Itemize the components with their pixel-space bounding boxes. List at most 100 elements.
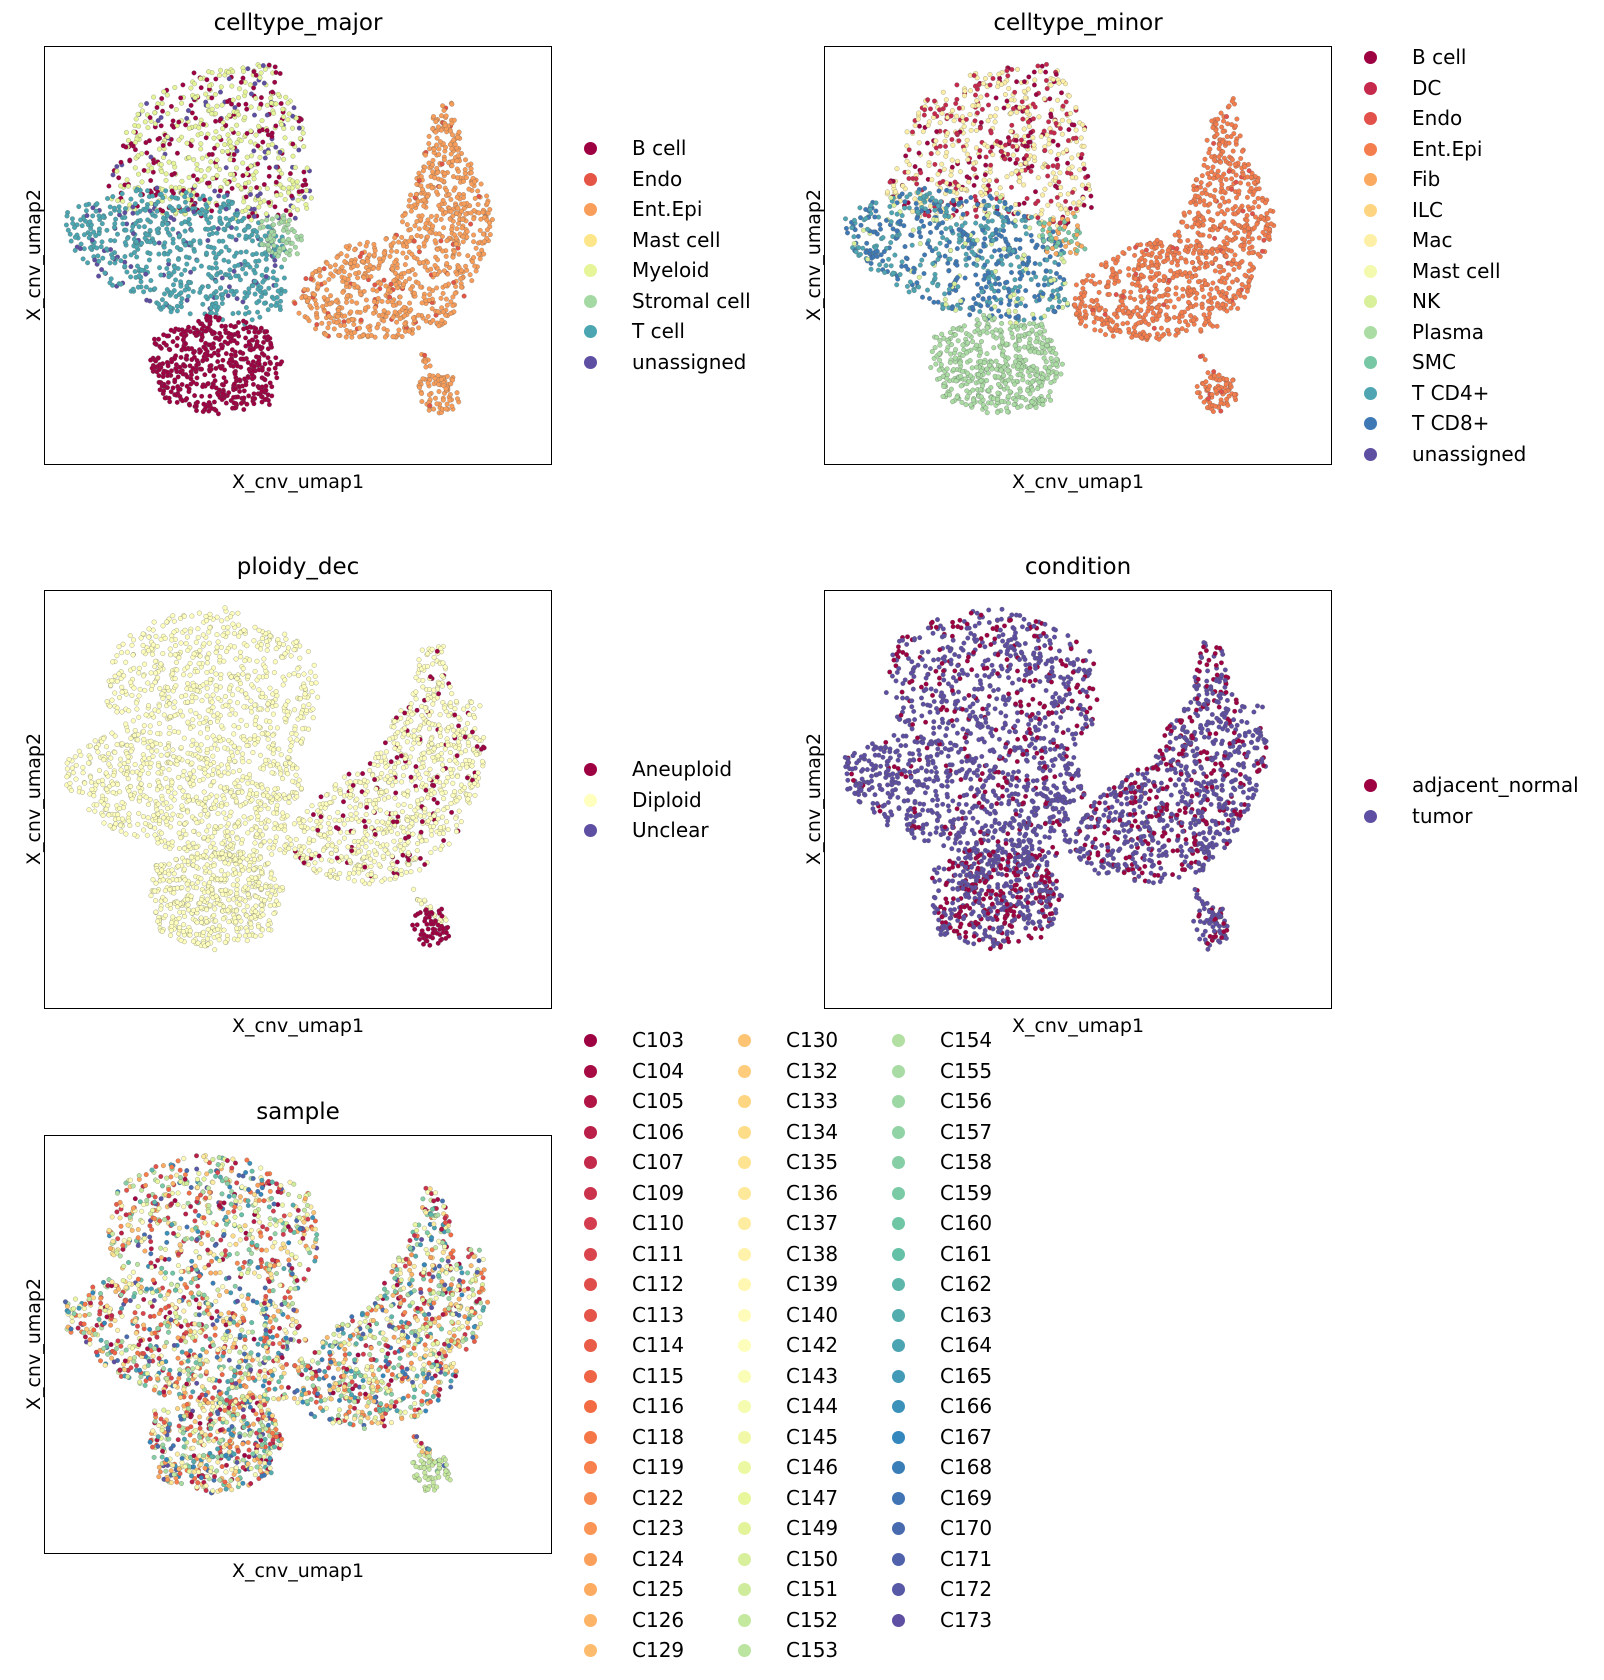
scatter-point (281, 126, 287, 131)
scatter-point (115, 198, 121, 204)
scatter-point (1058, 184, 1064, 190)
scatter-point (902, 199, 908, 205)
scatter-point (960, 342, 966, 348)
scatter-point (216, 337, 222, 342)
scatter-point (1010, 363, 1016, 369)
scatter-point (360, 259, 366, 265)
scatter-point (433, 395, 438, 401)
scatter-point (186, 125, 192, 131)
scatter-point (286, 190, 292, 196)
scatter-point (209, 208, 215, 214)
scatter-point (977, 125, 983, 131)
scatter-point (219, 275, 225, 281)
scatter-point (1151, 325, 1157, 331)
scatter-point (1040, 233, 1046, 238)
scatter-point (252, 270, 258, 276)
scatter-point (455, 168, 461, 174)
scatter-point (460, 239, 466, 245)
scatter-point (274, 375, 280, 381)
scatter-point (1058, 286, 1064, 291)
scatter-point (243, 335, 249, 341)
scatter-point (904, 129, 910, 135)
scatter-point (230, 97, 236, 103)
scatter-point (183, 190, 189, 196)
scatter-point (1010, 324, 1016, 330)
scatter-point (985, 219, 991, 224)
scatter-point (1013, 160, 1019, 166)
scatter-point (221, 257, 227, 263)
scatter-point (169, 359, 175, 365)
scatter-point (943, 205, 949, 211)
scatter-point (404, 222, 410, 228)
scatter-point (1012, 218, 1018, 224)
scatter-point (128, 264, 134, 270)
scatter-point (206, 220, 212, 226)
scatter-point (426, 141, 432, 147)
scatter-point (190, 289, 196, 294)
scatter-point (114, 164, 120, 169)
scatter-point (1045, 369, 1051, 375)
scatter-point (465, 162, 471, 168)
scatter-point (1048, 149, 1054, 155)
scatter-point (198, 76, 204, 82)
scatter-point (281, 275, 287, 281)
scatter-point (440, 103, 446, 109)
scatter-point (263, 274, 269, 280)
scatter-point (416, 178, 422, 184)
scatter-point (961, 229, 967, 235)
scatter-point (266, 285, 272, 291)
scatter-point (232, 405, 238, 411)
scatter-point (165, 134, 170, 140)
scatter-point (916, 140, 922, 146)
scatter-point (209, 405, 215, 411)
scatter-point (384, 328, 390, 333)
scatter-point (459, 208, 465, 214)
scatter-point (206, 180, 212, 186)
scatter-point (972, 83, 978, 89)
scatter-point (128, 252, 134, 258)
scatter-point (437, 184, 443, 190)
scatter-point (1005, 409, 1010, 415)
scatter-point (360, 332, 366, 338)
scatter-point (363, 243, 369, 249)
legend-label: Endo (632, 166, 683, 191)
scatter-point (132, 140, 138, 145)
scatter-point (948, 172, 954, 178)
scatter-point (432, 263, 438, 268)
scatter-point (1015, 296, 1021, 302)
scatter-point (188, 192, 194, 198)
scatter-point (244, 154, 250, 160)
scatter-point (326, 276, 332, 282)
scatter-point (170, 240, 176, 246)
scatter-point (948, 386, 954, 392)
scatter-point (220, 357, 226, 363)
scatter-point (262, 377, 268, 383)
scatter-point (122, 215, 128, 220)
scatter-point (225, 341, 231, 347)
scatter-point (113, 216, 119, 222)
scatter-point (922, 252, 928, 258)
scatter-point (279, 264, 285, 270)
scatter-point (991, 294, 997, 300)
scatter-point (168, 327, 174, 333)
scatter-point (990, 152, 996, 158)
scatter-point (434, 285, 440, 291)
scatter-point (1081, 126, 1087, 132)
scatter-point (1017, 388, 1023, 394)
scatter-point (292, 300, 298, 306)
scatter-point (191, 209, 197, 215)
scatter-point (363, 305, 369, 311)
scatter-point (1242, 294, 1248, 300)
scatter-point (130, 210, 136, 216)
scatter-point (417, 260, 422, 266)
legend-marker (584, 233, 597, 247)
scatter-point (444, 261, 450, 266)
scatter-point (481, 238, 487, 244)
scatter-point (422, 352, 428, 358)
scatter-point (1042, 186, 1048, 192)
scatter-point (1027, 336, 1033, 342)
scatter-point (151, 160, 157, 166)
scatter-point (978, 94, 984, 100)
scatter-point (143, 271, 149, 277)
scatter-point (996, 247, 1002, 253)
